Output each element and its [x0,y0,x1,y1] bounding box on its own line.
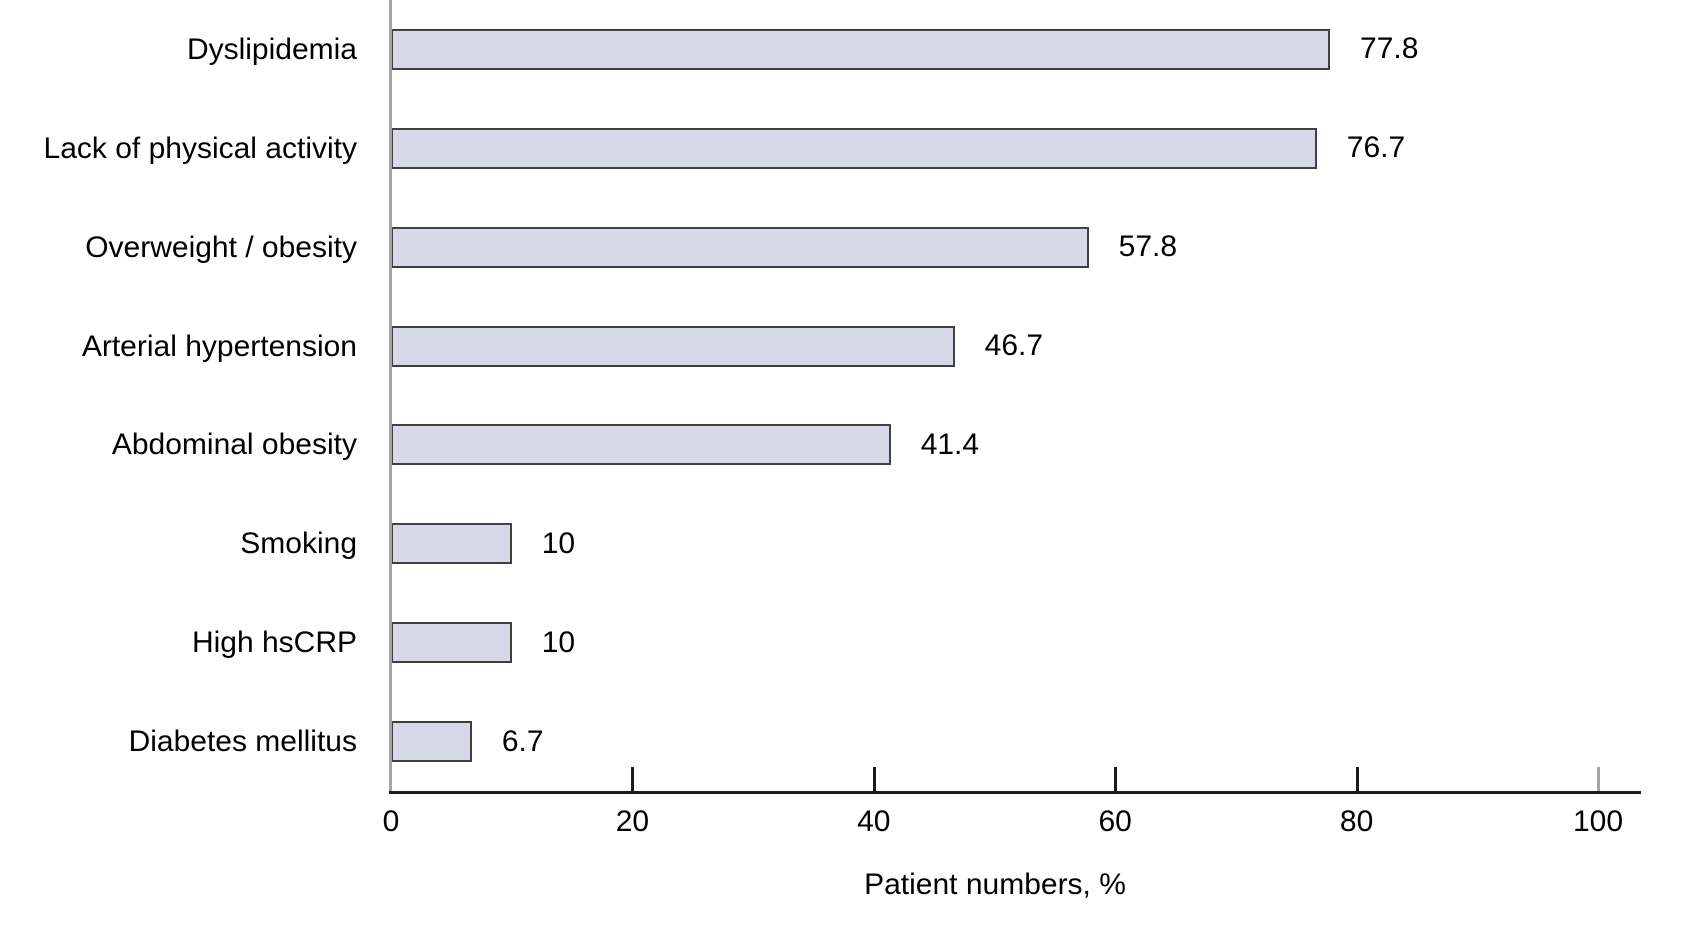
category-label: Lack of physical activity [43,131,357,165]
chart-rows: Dyslipidemia 77.8 Lack of physical activit… [0,0,1682,791]
chart-row: Smoking 10 [0,494,1682,593]
x-tick [872,767,876,791]
bar [391,721,472,763]
chart-row: Dyslipidemia 77.8 [0,0,1682,99]
x-tick-label: 20 [615,805,650,838]
y-axis-line [389,0,392,791]
bar [391,28,1331,70]
x-axis-line [389,791,1641,794]
x-tick [631,767,635,791]
chart-row: High hsCRP 10 [0,593,1682,692]
bar [391,424,891,466]
category-label: Dyslipidemia [186,32,357,66]
category-label: Abdominal obesity [111,428,357,462]
bar [391,226,1089,268]
x-tick-label: 80 [1339,805,1374,838]
x-tick-label: 40 [857,805,891,838]
chart-row: Diabetes mellitus 6.7 [0,692,1682,791]
x-tick [1597,767,1600,791]
bar [391,622,512,664]
chart-row: Overweight / obesity 57.8 [0,198,1682,297]
category-label: Diabetes mellitus [128,725,357,759]
bar [391,523,512,565]
chart-row: Abdominal obesity 41.4 [0,396,1682,495]
category-label: High hsCRP [191,626,357,660]
category-label: Arterial hypertension [81,329,357,363]
x-tick-label: 100 [1572,805,1624,838]
value-label: 76.7 [1346,131,1406,165]
bar [391,325,955,367]
chart-row: Lack of physical activity 76.7 [0,99,1682,198]
category-label: Smoking [240,527,357,561]
value-label: 10 [541,625,576,659]
x-tick [1355,767,1359,791]
value-label: 6.7 [501,724,544,758]
value-label: 10 [541,526,576,560]
bar [391,127,1317,169]
category-label: Overweight / obesity [85,230,357,264]
x-tick-label: 60 [1098,805,1132,838]
value-label: 41.4 [920,427,980,461]
chart-row: Arterial hypertension 46.7 [0,297,1682,396]
x-tick-label: 0 [382,805,400,838]
value-label: 77.8 [1360,32,1419,66]
x-axis-title: Patient numbers, % [864,868,1126,901]
x-tick [1114,767,1118,791]
value-label: 57.8 [1118,230,1178,264]
value-label: 46.7 [984,329,1044,363]
